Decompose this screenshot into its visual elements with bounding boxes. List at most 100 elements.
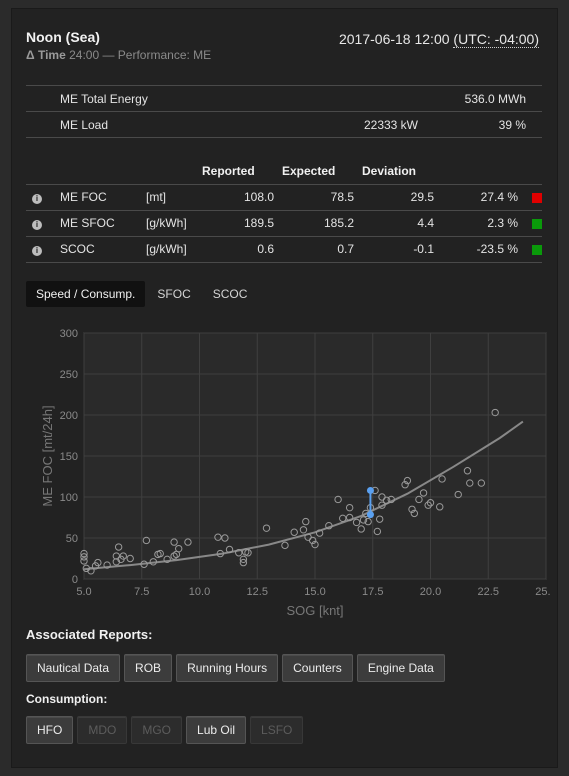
metric-name: ME SFOC [60,210,146,237]
x-tick-label: 20.0 [420,586,441,598]
data-point [170,538,178,546]
mdo-button[interactable]: MDO [77,716,128,744]
expected-value: 185.2 [282,210,362,237]
data-point [387,495,395,504]
data-point [419,489,428,497]
expected-value: 0.7 [282,236,362,263]
page-title: Noon (Sea) [26,29,100,45]
reported-value: 189.5 [202,210,282,237]
y-tick-label: 150 [60,451,78,463]
deviation-value: -0.1 [362,236,442,263]
table-row: ME Total Energy 536.0 MWh [26,85,542,112]
chart-tabs: Speed / Consump. SFOC SCOC [26,281,259,307]
counters-button[interactable]: Counters [282,654,353,682]
x-axis-label: SOG [knt] [286,603,343,618]
reported-value: 108.0 [202,184,282,211]
data-point [357,525,365,533]
deviation-percent: 27.4 % [442,184,518,211]
data-point [140,560,148,568]
delta-time-label: Δ Time [26,48,66,62]
datetime-value: 2017-06-18 12:00 [338,31,450,47]
x-tick-label: 15.0 [304,586,325,598]
status-indicator [532,218,542,229]
x-tick-label: 22.5 [478,586,499,598]
data-point [345,503,354,512]
col-reported: Reported [202,159,282,185]
info-icon[interactable]: i [32,246,42,256]
tab-speed-consumption[interactable]: Speed / Consump. [26,281,146,307]
data-point [156,549,164,558]
deviation-value: 29.5 [362,184,442,211]
associated-reports-buttons: Nautical Data ROB Running Hours Counters… [26,654,449,682]
table-row: ME Load 22333 kW 39 % [26,111,542,138]
data-point [239,558,248,567]
data-point [415,495,423,504]
data-point [436,503,444,511]
y-tick-label: 100 [60,492,78,504]
data-point [175,544,183,553]
data-point [262,524,271,532]
data-point [163,555,171,564]
table-row: i SCOC [g/kWh] 0.6 0.7 -0.1 -23.5 % [26,236,542,263]
engine-data-button[interactable]: Engine Data [356,654,445,682]
table-row: i ME FOC [mt] 108.0 78.5 29.5 27.4 % [26,184,542,211]
energy-table: ME Total Energy 536.0 MWh ME Load 22333 … [26,85,542,138]
tab-scoc[interactable]: SCOC [212,287,248,301]
mgo-button[interactable]: MGO [131,716,183,744]
rob-button[interactable]: ROB [124,654,173,682]
y-tick-label: 250 [60,369,78,381]
data-point [463,467,472,475]
data-point [352,518,361,527]
y-tick-label: 300 [60,328,78,340]
data-point [170,552,178,560]
lsfo-button[interactable]: LSFO [250,716,304,744]
info-icon[interactable]: i [32,194,42,204]
reported-point [366,486,374,494]
running-hours-button[interactable]: Running Hours [176,654,279,682]
lub-oil-button[interactable]: Lub Oil [186,716,247,744]
status-indicator [532,244,542,255]
data-point [373,527,382,536]
data-point [308,536,317,545]
data-point [239,555,248,564]
data-point [491,408,499,417]
x-tick-label: 7.5 [134,586,149,598]
report-panel: Noon (Sea) Δ Time 24:00 — Performance: M… [11,8,558,768]
data-point [302,517,310,526]
data-point [149,558,158,566]
chart-svg: 0 50 100 150 200 250 300 5.0 7.5 10.0 12.5 15.0 17.5… [40,328,551,618]
data-point [87,567,95,575]
tab-sfoc[interactable]: SFOC [157,287,191,301]
metric-name: ME FOC [60,184,146,211]
associated-reports-title: Associated Reports: [26,627,153,642]
hfo-button[interactable]: HFO [26,716,74,744]
report-subtitle: Δ Time 24:00 — Performance: ME [26,48,539,62]
data-point [408,505,416,514]
deviation-percent: 2.3 % [442,210,518,237]
metric-name: SCOC [60,236,146,263]
metric-unit: [mt] [146,184,202,211]
data-point [184,538,192,546]
data-point [477,479,486,487]
consumption-title: Consumption: [26,692,108,706]
speed-consumption-chart: 0 50 100 150 200 250 300 5.0 7.5 10.0 12.5 15.0 17.5… [26,327,551,627]
energy-label: ME Load [60,111,260,138]
y-axis-label: ME FOC [mt/24h] [40,405,55,506]
energy-mid: 22333 kW [260,111,418,138]
data-point [403,476,412,485]
data-point [225,545,234,554]
data-point [126,554,134,563]
table-header-row: Reported Expected Deviation [26,159,542,185]
data-point [325,522,333,530]
timezone-value[interactable]: (UTC: -04:00) [453,31,539,48]
data-point [103,561,111,569]
col-deviation: Deviation [362,159,442,185]
data-point [378,501,386,509]
data-point [311,540,319,549]
data-point [410,509,419,518]
y-tick-label: 200 [60,410,78,422]
nautical-data-button[interactable]: Nautical Data [26,654,121,682]
x-tick-label: 25.0 [535,586,551,598]
info-icon[interactable]: i [32,220,42,230]
performance-label: — Performance: ME [102,48,212,62]
